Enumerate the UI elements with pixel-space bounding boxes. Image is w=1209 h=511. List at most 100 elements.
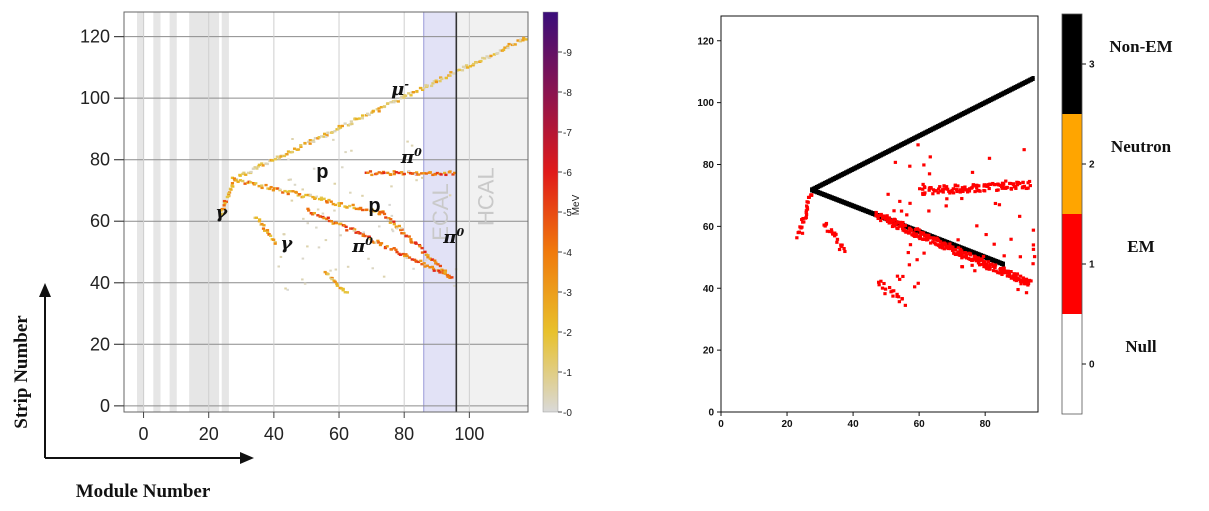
noise-hit: [402, 159, 405, 162]
hit-cell: [483, 57, 487, 60]
class-hit-cell: [845, 201, 850, 205]
class-noise-hit: [973, 269, 977, 273]
noise-hit: [301, 278, 304, 281]
class-hit-cell: [951, 246, 955, 250]
class-hit-cell: [949, 245, 953, 249]
hit-cell: [286, 150, 291, 153]
hit-cell: [327, 198, 331, 202]
hit-cell: [400, 228, 404, 231]
hit-cell: [257, 163, 261, 167]
hit-cell: [403, 254, 407, 258]
class-hit-cell: [823, 192, 828, 196]
hit-cell: [402, 172, 406, 176]
hit-cell: [341, 289, 345, 292]
strip-number-label: Strip Number: [11, 315, 32, 429]
class-hit-cell: [801, 220, 805, 224]
hit-cell: [503, 46, 507, 49]
class-noise-hit: [1018, 255, 1023, 259]
x-tick-label: 20: [199, 424, 219, 444]
class-hit-cell: [976, 256, 980, 260]
class-hit-cell: [935, 243, 939, 247]
noise-hit: [391, 230, 395, 233]
hit-cell: [349, 120, 353, 123]
class-hit-cell: [887, 221, 891, 225]
hit-cell: [363, 234, 367, 238]
class-hit-cell: [1010, 276, 1014, 280]
class-noise-hit: [937, 244, 941, 248]
class-hit-cell: [1021, 185, 1025, 189]
hit-cell: [283, 189, 287, 193]
noise-hit: [400, 227, 403, 230]
hit-cell: [330, 130, 335, 134]
hit-cell: [311, 195, 315, 199]
class-hit-cell: [830, 197, 834, 201]
class-hit-cell: [1009, 270, 1013, 274]
class-hit-cell: [837, 197, 841, 202]
noise-hit: [390, 185, 393, 188]
hit-cell: [464, 64, 469, 67]
class-hit-cell: [955, 189, 959, 194]
hit-cell: [415, 89, 419, 93]
class-hit-cell: [818, 190, 822, 194]
class-tick-label: 3: [1089, 60, 1095, 71]
hit-cell: [420, 251, 425, 254]
hit-cell: [425, 84, 430, 87]
class-hit-cell: [974, 259, 979, 263]
hit-cell: [463, 66, 467, 69]
class-noise-hit: [981, 254, 986, 259]
noise-hit: [317, 246, 321, 249]
class-hit-cell: [847, 201, 851, 205]
hit-cell: [377, 110, 381, 113]
class-hit-cell: [887, 218, 892, 222]
class-noise-hit: [893, 160, 898, 164]
hit-cell: [343, 291, 347, 294]
class-hit-cell: [923, 234, 927, 238]
mev-tick-label: -5: [563, 208, 572, 219]
class-hit-cell: [951, 187, 955, 191]
hit-cell: [337, 204, 341, 207]
class-noise-hit: [909, 227, 913, 232]
class-hit-cell: [835, 240, 839, 244]
class-hit-cell: [916, 230, 921, 234]
hit-cell: [357, 117, 361, 120]
hit-cell: [426, 256, 430, 259]
hit-cell: [404, 253, 408, 256]
class-hit-cell: [862, 209, 866, 213]
hit-cell: [389, 101, 393, 104]
hit-cell: [313, 196, 318, 199]
hit-cell: [418, 86, 423, 90]
class-color-segment: [1062, 214, 1082, 314]
class-hit-cell: [931, 240, 935, 244]
x-tick-label: 0: [718, 419, 724, 430]
particle-label: p: [316, 161, 328, 183]
hit-cell: [425, 264, 429, 267]
y-tick-label: 60: [90, 211, 110, 231]
hit-cell: [340, 124, 344, 128]
class-hit-cell: [976, 251, 980, 255]
class-hit-cell: [895, 220, 900, 224]
mev-tick-label: -0: [563, 408, 572, 419]
class-hit-cell: [964, 247, 968, 251]
hit-cell: [422, 262, 426, 265]
y-tick-label: 20: [90, 334, 110, 354]
noise-hit: [289, 178, 292, 181]
class-hit-cell: [944, 244, 948, 248]
noise-hit: [395, 227, 399, 230]
hit-cell: [457, 68, 461, 72]
class-noise-hit: [922, 163, 926, 167]
hit-cell: [358, 232, 362, 235]
hit-cell: [369, 237, 373, 241]
hit-cell: [226, 192, 231, 195]
hit-cell: [253, 166, 257, 169]
hit-cell: [423, 265, 427, 268]
hit-cell: [361, 234, 365, 238]
hit-cell: [272, 187, 276, 190]
class-hit-cell: [825, 229, 830, 233]
hit-cell: [267, 233, 271, 236]
noise-hit: [293, 183, 297, 186]
class-hit-cell: [833, 196, 838, 200]
noise-hit: [332, 138, 335, 141]
particle-label: γ: [280, 233, 293, 254]
hit-cell: [316, 214, 320, 217]
class-hit-cell: [1016, 278, 1020, 282]
